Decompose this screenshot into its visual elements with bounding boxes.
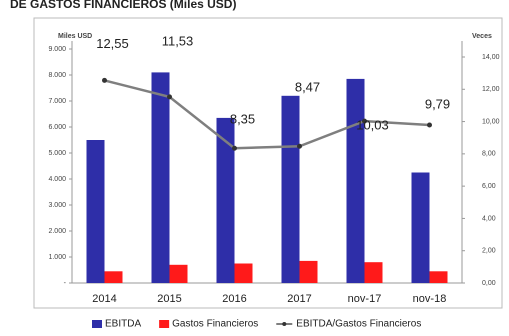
data-label: 12,55 [96,36,129,51]
data-label: 10,03 [356,118,389,133]
y-tick-label: 9.000 [48,46,66,53]
data-label: 8,47 [295,80,320,95]
legend-label: EBITDA/Gastos Financieros [296,319,421,330]
x-tick-label: 2016 [222,293,246,305]
y2-tick-label: 14,00 [482,54,500,61]
line-point [167,94,172,100]
x-tick-label: 2015 [157,293,181,305]
y-tick-label: 6.000 [48,124,66,131]
legend-label: Gastos Financieros [172,319,258,330]
bar [429,271,448,283]
bar [281,95,300,283]
y2-tick-label: 8,00 [482,151,496,158]
y-tick-label: 4.000 [48,176,66,183]
y-tick-label: 5.000 [48,150,66,157]
data-label: 11,53 [162,33,194,48]
bar [299,260,318,283]
x-tick-label: 2017 [287,293,311,305]
chart-frame [33,17,503,309]
x-tick-label: nov-18 [413,293,447,305]
y-tick-label: 3.000 [48,202,66,209]
y2-tick-label: 10,00 [482,118,500,125]
x-tick-label: 2014 [92,293,116,305]
line-point [232,145,237,151]
y2-tick-label: 4,00 [482,215,496,222]
line-point [102,77,107,83]
line-point [362,118,367,124]
bar [216,117,235,284]
y-tick-label: 1.000 [48,254,66,261]
bar [169,264,188,283]
y2-tick-label: 0,00 [482,280,496,287]
bar [104,271,123,283]
bar [234,263,253,283]
y-tick-label: 7.000 [48,98,66,105]
data-label: 9,79 [425,96,450,111]
line-point [427,122,432,128]
bar [151,72,170,284]
legend-label: EBITDA [105,319,141,330]
y2-tick-label: 6,00 [482,183,496,190]
bar [86,140,105,283]
chart-title: DE GASTOS FINANCIEROS (Miles USD) [10,0,236,11]
bar [346,78,365,284]
y-tick-label: 8.000 [48,72,66,79]
x-tick-label: nov-17 [348,293,382,305]
line-point [297,143,302,149]
bar [364,262,383,283]
y2-axis-title: Veces [472,33,492,40]
line [104,79,430,150]
legend-swatch [92,320,102,328]
legend-swatch [159,320,170,328]
y-axis-title: Miles USD [58,33,92,40]
bar [411,172,430,283]
y2-tick-label: 12,00 [482,86,500,93]
legend-swatch [282,322,287,326]
y2-tick-label: 2,00 [482,248,496,255]
data-label: 8,35 [230,112,255,127]
y-tick-label: 2.000 [48,228,66,235]
y-tick-label: - [64,280,67,287]
